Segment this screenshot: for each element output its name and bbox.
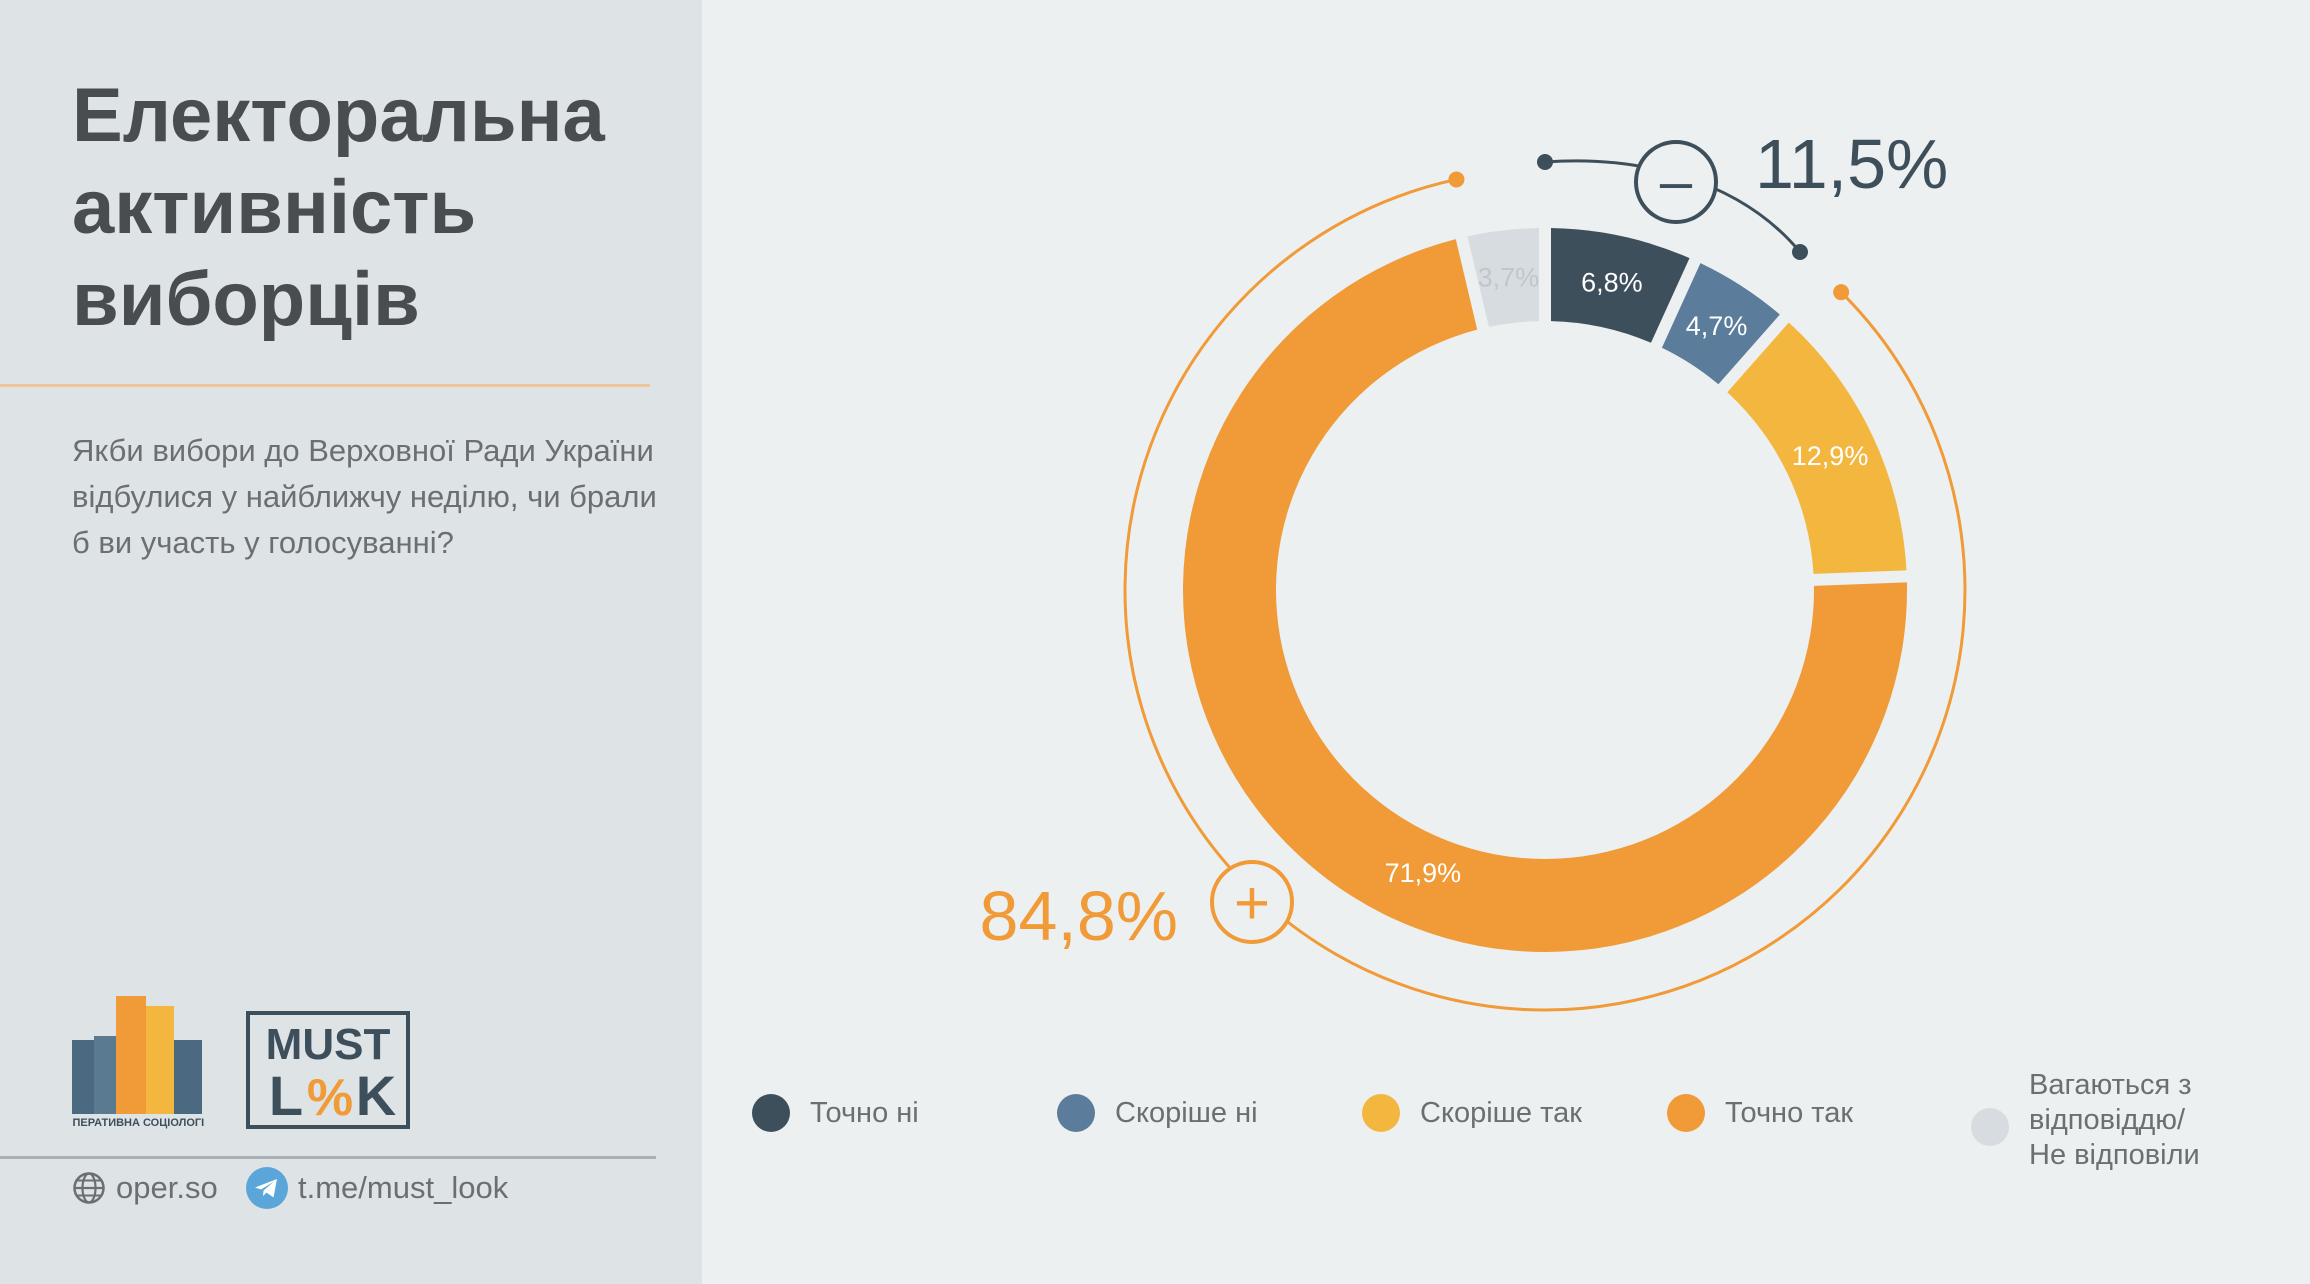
- legend-label: Точно так: [1725, 1096, 1854, 1129]
- oper-logo-caption: ОПЕРАТИВНА СОЦІОЛОГІЯ: [72, 1117, 204, 1129]
- segment-value-label: 6,8%: [1581, 268, 1643, 298]
- positive-sign: +: [1234, 869, 1270, 938]
- must-logo-k: K: [356, 1064, 396, 1127]
- legend-swatch: [1667, 1094, 1705, 1132]
- legend-swatch: [1971, 1108, 2009, 1146]
- legend-item: Точно ні: [752, 1094, 919, 1132]
- title-line: Електоральна: [72, 73, 605, 158]
- telegram-icon: [246, 1167, 288, 1209]
- donut-segment: [1467, 228, 1540, 327]
- legend-label: Точно ні: [810, 1096, 919, 1129]
- legend-swatch: [1362, 1094, 1400, 1132]
- must-look-logo: MUST L % K: [246, 1011, 410, 1134]
- title-line: активність: [72, 165, 477, 250]
- donut-segment: [1727, 322, 1907, 574]
- negative-sign: –: [1660, 149, 1693, 214]
- minus-circle-icon: [1634, 140, 1718, 224]
- segment-value-label: 4,7%: [1686, 311, 1748, 341]
- legend-item: Скоріше ні: [1057, 1094, 1258, 1132]
- negative-bracket-start-dot: [1537, 154, 1553, 170]
- legend-label-line: відповіддю/: [2029, 1104, 2186, 1136]
- positive-bracket-start-dot: [1833, 284, 1850, 301]
- donut-segment: [1550, 228, 1690, 343]
- telegram-link[interactable]: t.me/must_look: [246, 1166, 508, 1210]
- footer-divider: [0, 1156, 656, 1159]
- page-title: Електоральна активність виборців: [72, 70, 672, 346]
- plus-circle-icon: [1210, 860, 1294, 944]
- telegram-text: t.me/must_look: [298, 1170, 509, 1205]
- donut-segment: [1661, 263, 1780, 385]
- legend-item: Скоріше так: [1362, 1094, 1582, 1132]
- positive-total-label: 84,8%: [980, 877, 1178, 955]
- legend-item: Точно так: [1667, 1094, 1853, 1132]
- legend-swatch: [752, 1094, 790, 1132]
- globe-icon: [72, 1171, 106, 1205]
- legend-label: Скоріше так: [1420, 1096, 1582, 1129]
- legend-label-line: Вагаються з: [2029, 1069, 2192, 1101]
- positive-bracket-arc: [1123, 177, 1967, 1012]
- legend-swatch: [1057, 1094, 1095, 1132]
- segment-value-label: 12,9%: [1792, 441, 1869, 471]
- title-line: виборців: [72, 257, 420, 342]
- segment-value-label: 3,7%: [1478, 263, 1540, 293]
- must-logo-word: MUST: [266, 1020, 391, 1069]
- title-divider: [0, 384, 650, 387]
- legend-label: Скоріше ні: [1115, 1096, 1258, 1129]
- must-logo-percent: %: [307, 1069, 353, 1127]
- website-link[interactable]: oper.so: [72, 1166, 218, 1210]
- website-text: oper.so: [116, 1170, 218, 1205]
- legend-label-line: Не відповіли: [2029, 1139, 2200, 1171]
- positive-bracket-end-dot: [1448, 171, 1465, 188]
- segment-value-label: 71,9%: [1385, 858, 1462, 888]
- sidebar: Електоральна активність виборців Якби ви…: [0, 0, 702, 1284]
- must-logo-l: L: [269, 1064, 303, 1127]
- survey-question: Якби вибори до Верховної Ради України ві…: [72, 433, 657, 560]
- negative-bracket-end-dot: [1792, 244, 1808, 260]
- negative-total-label: 11,5%: [1755, 125, 1948, 203]
- legend-item: Вагаються з відповіддю/ Не відповіли: [1971, 1069, 2200, 1173]
- oper-sociology-logo: ОПЕРАТИВНА СОЦІОЛОГІЯ: [64, 996, 212, 1135]
